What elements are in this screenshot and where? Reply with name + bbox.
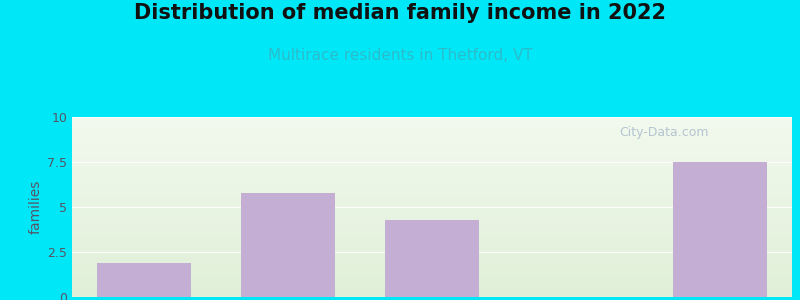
Bar [97,263,191,297]
Bar [673,162,766,297]
Text: Distribution of median family income in 2022: Distribution of median family income in … [134,3,666,23]
Text: Multirace residents in Thetford, VT: Multirace residents in Thetford, VT [268,48,532,63]
Bar [242,193,335,297]
Y-axis label: families: families [29,180,43,234]
Bar [386,220,479,297]
Text: City-Data.com: City-Data.com [619,126,709,139]
